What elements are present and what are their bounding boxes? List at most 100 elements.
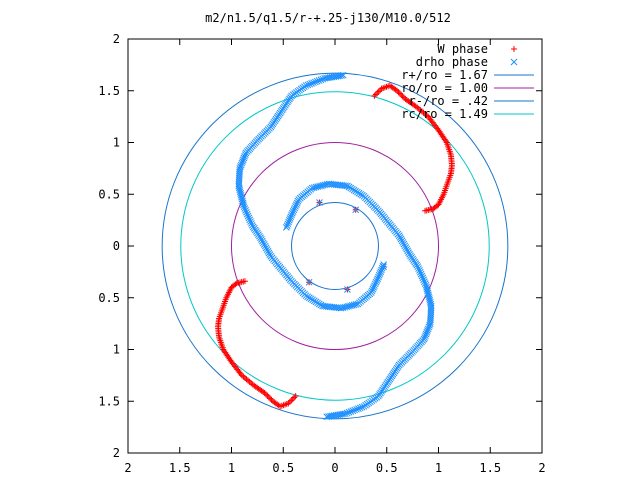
- legend-marker-sample: [511, 46, 517, 52]
- drho-phase-point: [424, 327, 431, 334]
- drho-phase-point: [400, 240, 408, 248]
- legend-label: rc/ro = 1.49: [401, 107, 488, 121]
- reference-circle: [231, 142, 439, 350]
- w-phase-point: [434, 125, 441, 132]
- y-tick-label: 2: [113, 32, 120, 46]
- drho-phase-point: [286, 215, 294, 222]
- drho-phase-point: [292, 202, 299, 210]
- drho-phase-point: [288, 209, 296, 217]
- drho-phase-point: [240, 203, 248, 211]
- drho-phase-point: [376, 270, 384, 277]
- x-tick-label: 1.5: [479, 461, 501, 475]
- y-tick-label: 1: [113, 343, 120, 357]
- drho-phase-point: [377, 268, 385, 276]
- drho-phase-point: [380, 263, 387, 271]
- drho-phase-point: [246, 216, 254, 224]
- drho-phase-point: [291, 204, 299, 212]
- x-tick-label: 2: [124, 461, 131, 475]
- drho-phase-point: [398, 237, 406, 245]
- drho-phase-point: [351, 406, 359, 414]
- drho-phase-point: [243, 210, 251, 218]
- drho-phase-point: [242, 207, 249, 214]
- drho-phase-point: [358, 403, 366, 411]
- w-phase-point: [431, 204, 438, 211]
- drho-phase-point: [420, 276, 427, 284]
- drho-phase-point: [239, 156, 247, 164]
- drho-phase-point: [237, 161, 245, 169]
- drho-phase-point: [262, 244, 270, 252]
- w-phase-point: [267, 395, 274, 402]
- drho-phase-point: [259, 239, 267, 247]
- drho-phase-point: [352, 206, 360, 214]
- x-tick-label: 0.5: [376, 461, 398, 475]
- axis-ticks: 2 1.5 1 0.5 0 0.5 1 1.5 221.510.500.511.52: [98, 32, 545, 475]
- phase-points: [215, 71, 455, 421]
- drho-phase-point: [259, 237, 266, 245]
- drho-phase-point: [294, 197, 302, 205]
- drho-phase-point: [423, 328, 431, 336]
- drho-phase-point: [347, 408, 355, 415]
- drho-phase-point: [284, 220, 292, 228]
- w-phase-point: [264, 392, 271, 399]
- drho-phase-point: [396, 233, 404, 241]
- legend-label: W phase: [437, 42, 488, 56]
- drho-phase-point: [313, 77, 321, 85]
- drho-phase-point: [405, 249, 412, 256]
- drho-phase-point: [375, 271, 383, 279]
- drho-phase-point: [260, 241, 268, 248]
- drho-phase-point: [243, 208, 250, 216]
- drho-phase-point: [422, 281, 430, 289]
- w-phase-point: [241, 278, 248, 285]
- reference-circle: [291, 202, 379, 290]
- reference-circle: [161, 72, 509, 420]
- drho-phase-point: [283, 224, 290, 231]
- drho-phase-point: [380, 261, 387, 268]
- drho-phase-point: [372, 278, 380, 286]
- drho-phase-point: [264, 247, 272, 255]
- drho-phase-point: [418, 272, 426, 280]
- y-tick-label: 2: [113, 446, 120, 460]
- drho-phase-point: [240, 201, 247, 209]
- w-phase-point: [377, 87, 384, 94]
- drho-phase-point: [406, 250, 413, 258]
- w-phase-point: [399, 93, 406, 100]
- w-phase-point: [286, 398, 293, 405]
- drho-phase-point: [263, 246, 271, 253]
- w-phase-point: [229, 360, 236, 367]
- drho-phase-point: [241, 205, 249, 212]
- reference-circle: [180, 91, 490, 401]
- drho-phase-point: [402, 244, 410, 251]
- w-phase-point: [375, 88, 382, 95]
- y-tick-label: 0.5: [98, 187, 120, 201]
- drho-phase-point: [316, 199, 323, 206]
- drho-phase-point: [371, 282, 378, 290]
- drho-phase-point: [287, 213, 295, 221]
- w-phase-point: [422, 207, 429, 214]
- drho-phase-point: [293, 201, 300, 208]
- x-tick-label: 1: [435, 461, 442, 475]
- drho-phase-point: [285, 218, 292, 226]
- drho-phase-point: [323, 74, 330, 82]
- drho-phase-point: [310, 184, 318, 191]
- drho-phase-point: [422, 330, 430, 338]
- y-tick-label: 1.5: [98, 84, 120, 98]
- legend-label: r-/ro = .42: [409, 94, 488, 108]
- drho-phase-point: [404, 247, 411, 255]
- drho-phase-point: [367, 289, 375, 296]
- x-tick-label: 0.5: [272, 461, 294, 475]
- drho-phase-point: [283, 222, 291, 229]
- drho-phase-point: [370, 284, 377, 291]
- drho-phase-point: [265, 249, 273, 257]
- drho-phase-point: [375, 273, 382, 281]
- drho-phase-point: [374, 275, 382, 283]
- legend-marker-sample: [510, 58, 518, 66]
- drho-phase-point: [349, 407, 357, 415]
- drho-phase-point: [285, 216, 293, 224]
- drho-phase-point: [343, 409, 351, 417]
- w-phase-point: [289, 395, 296, 402]
- drho-phase-point: [257, 234, 264, 242]
- drho-phase-point: [290, 206, 298, 214]
- w-phase-point: [411, 102, 418, 109]
- w-phase-point: [269, 398, 276, 405]
